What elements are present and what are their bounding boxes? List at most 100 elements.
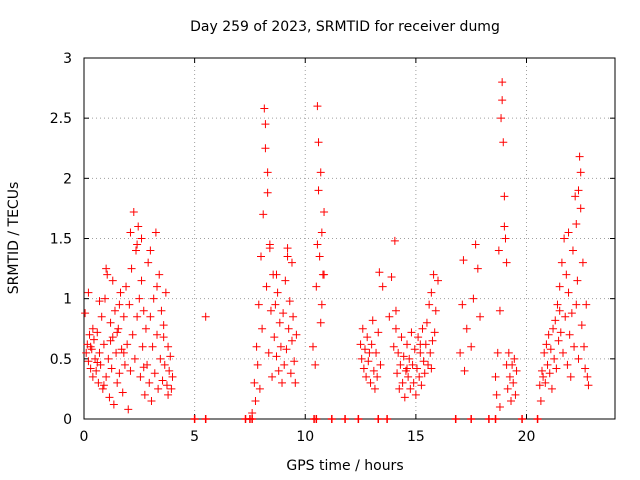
data-point xyxy=(403,364,412,373)
data-point xyxy=(497,114,506,123)
grid-lines xyxy=(84,58,615,419)
y-tick-label: 0.5 xyxy=(50,352,72,368)
data-point xyxy=(390,236,399,245)
data-point xyxy=(564,288,573,297)
data-point xyxy=(573,276,582,285)
data-point xyxy=(574,354,583,363)
data-point xyxy=(124,405,133,414)
data-point xyxy=(161,288,170,297)
data-point xyxy=(126,366,135,375)
data-point xyxy=(262,282,271,291)
data-point xyxy=(368,316,377,325)
data-point xyxy=(418,324,427,333)
data-point xyxy=(434,276,442,285)
data-point xyxy=(410,345,419,354)
data-point xyxy=(285,297,294,306)
zero-level-point xyxy=(518,415,527,423)
data-point xyxy=(572,220,581,229)
data-point xyxy=(119,348,128,357)
data-point xyxy=(156,354,165,363)
data-point xyxy=(397,333,406,342)
data-point xyxy=(146,312,155,321)
data-point xyxy=(417,381,426,390)
data-point xyxy=(376,360,385,369)
data-point xyxy=(362,372,371,381)
data-point xyxy=(378,282,387,291)
data-point xyxy=(559,348,568,357)
data-point xyxy=(125,300,134,309)
data-point xyxy=(404,372,413,381)
data-point xyxy=(363,333,372,342)
data-point xyxy=(137,276,146,285)
data-point xyxy=(555,306,564,315)
data-point xyxy=(385,312,394,321)
data-point xyxy=(369,366,378,375)
data-point xyxy=(261,144,270,153)
data-point xyxy=(110,306,119,315)
data-point xyxy=(431,306,440,315)
data-point xyxy=(374,328,383,337)
data-point xyxy=(146,246,155,255)
data-point xyxy=(140,390,149,399)
data-point xyxy=(399,352,408,361)
data-point xyxy=(389,342,398,351)
data-point xyxy=(128,330,137,339)
data-point xyxy=(134,222,143,231)
zero-level-point xyxy=(467,415,476,423)
data-point xyxy=(109,400,118,409)
zero-level-point xyxy=(248,415,257,423)
data-point xyxy=(416,340,425,349)
data-point xyxy=(405,354,414,363)
data-point xyxy=(576,204,585,213)
data-point xyxy=(148,342,157,351)
data-point xyxy=(427,364,436,373)
data-point xyxy=(469,294,478,303)
data-point xyxy=(320,208,329,217)
data-point xyxy=(316,168,325,177)
data-point xyxy=(412,364,421,373)
data-point xyxy=(508,360,517,369)
data-point xyxy=(540,348,549,357)
data-point xyxy=(282,345,291,354)
data-point xyxy=(88,324,97,333)
data-point xyxy=(584,381,593,390)
data-point xyxy=(289,312,298,321)
data-point xyxy=(574,186,583,195)
data-point xyxy=(567,309,576,318)
data-point xyxy=(201,312,210,321)
x-tick-label: 10 xyxy=(296,429,314,445)
data-point xyxy=(106,318,115,327)
data-point xyxy=(85,330,94,339)
data-point xyxy=(552,364,561,373)
data-point xyxy=(260,104,269,113)
data-point xyxy=(287,258,296,267)
data-point xyxy=(493,348,502,357)
data-point xyxy=(276,342,285,351)
x-tick-label: 5 xyxy=(190,429,199,445)
data-point xyxy=(102,372,111,381)
data-point xyxy=(144,258,153,267)
data-point xyxy=(114,324,123,333)
data-point xyxy=(259,210,268,219)
zero-level-point xyxy=(327,415,336,423)
data-point xyxy=(539,372,548,381)
data-point xyxy=(112,348,121,357)
data-point xyxy=(422,318,431,327)
data-point xyxy=(358,324,367,333)
x-axis-label: GPS time / hours xyxy=(286,458,403,474)
data-point xyxy=(283,244,292,253)
data-point xyxy=(82,348,91,357)
data-point xyxy=(313,240,322,249)
data-point xyxy=(92,366,101,375)
data-point xyxy=(278,378,287,387)
data-point xyxy=(133,312,142,321)
data-point xyxy=(89,335,98,344)
zero-level-point xyxy=(190,415,199,423)
data-point xyxy=(459,256,468,265)
data-point xyxy=(108,276,117,285)
data-point xyxy=(545,369,554,378)
data-point xyxy=(118,388,127,397)
chart-title: Day 259 of 2023, SRMTID for receiver dum… xyxy=(190,19,500,35)
data-point xyxy=(275,318,284,327)
y-tick-label: 3 xyxy=(63,51,72,67)
